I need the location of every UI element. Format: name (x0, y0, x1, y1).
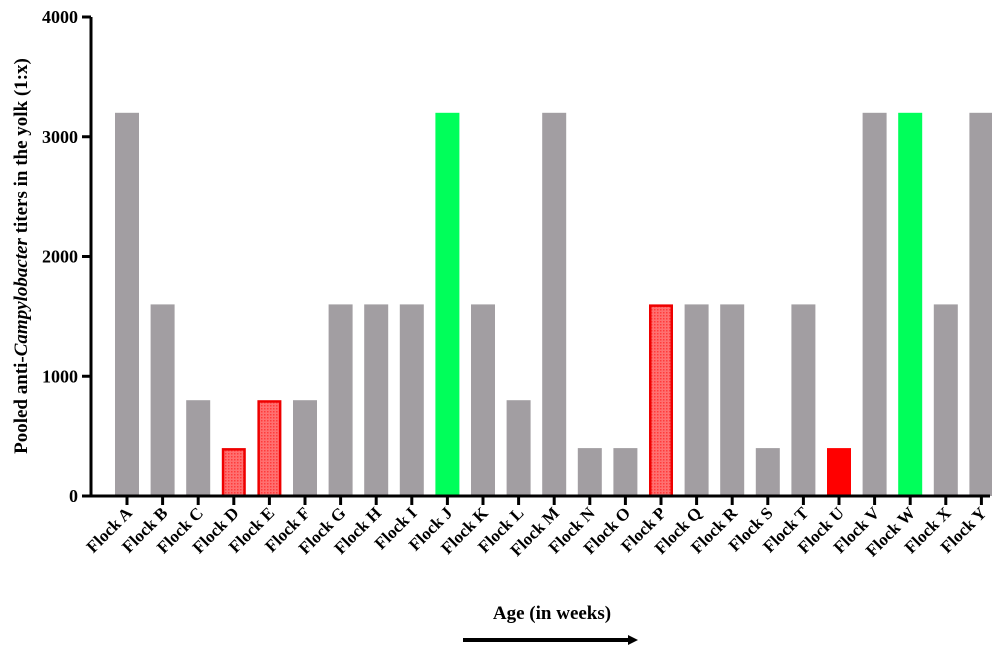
bar (542, 112, 567, 497)
bar (506, 400, 531, 496)
bar (221, 448, 246, 498)
y-tick-label: 1000 (42, 366, 78, 386)
bar (435, 112, 460, 497)
bar (328, 304, 353, 496)
y-axis-title-part: Pooled anti- (11, 356, 32, 454)
y-tick-label: 3000 (42, 127, 78, 147)
bar (827, 448, 851, 496)
bar (613, 448, 638, 496)
bar (186, 400, 211, 496)
y-axis: 0 1000 2000 3000 4000 (42, 7, 93, 506)
bar (933, 304, 958, 496)
bar (150, 304, 175, 496)
bar (862, 112, 887, 497)
bar (755, 448, 780, 496)
bar (577, 448, 602, 496)
x-axis-title: Age (in weeks) (493, 603, 611, 624)
y-axis-title-part: Campylobacter (11, 237, 32, 356)
bar (293, 400, 317, 496)
y-tick-label: 2000 (42, 247, 78, 267)
bars-group (115, 112, 992, 498)
bar (471, 304, 495, 496)
y-tick-label: 4000 (42, 7, 78, 27)
bar (720, 304, 745, 496)
bar (649, 304, 673, 498)
bar (791, 304, 816, 496)
bar (969, 112, 992, 497)
bar (684, 304, 709, 496)
bar (898, 112, 923, 497)
bar (399, 304, 424, 496)
bar (257, 400, 282, 498)
y-tick-label: 0 (69, 486, 78, 506)
y-axis-title: Pooled anti-Campylobacter titers in the … (11, 58, 32, 454)
bar (364, 304, 389, 496)
bar (115, 112, 139, 497)
y-axis-title-part: titers in the yolk (1:x) (11, 58, 32, 238)
